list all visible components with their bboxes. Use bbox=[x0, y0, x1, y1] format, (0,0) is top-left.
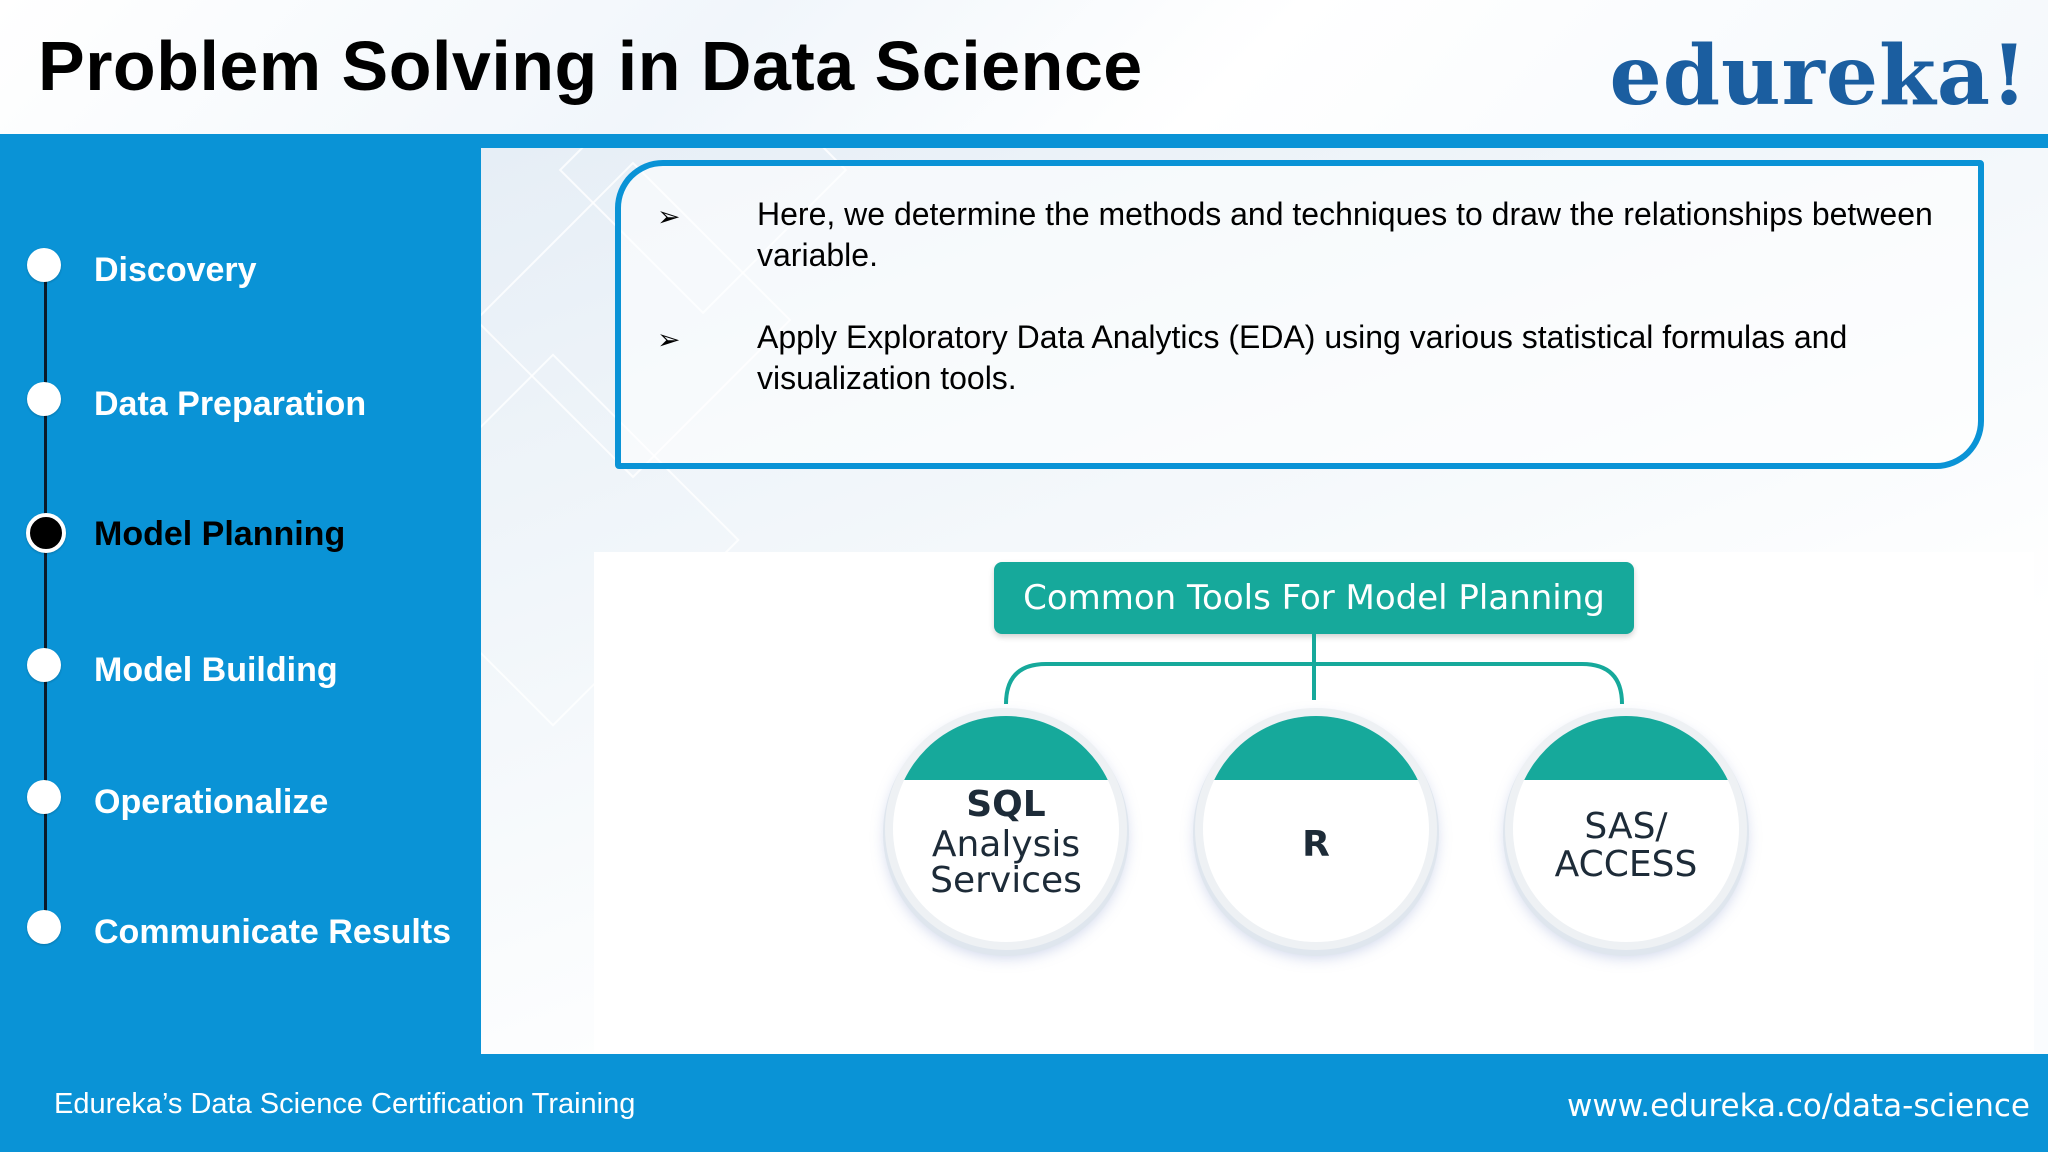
tool-name: SQL bbox=[966, 784, 1046, 825]
timeline-line bbox=[44, 262, 47, 930]
step-communicate-results: Communicate Results bbox=[0, 910, 481, 970]
step-model-planning: Model Planning bbox=[0, 512, 481, 572]
step-dot-icon bbox=[27, 248, 61, 282]
step-model-building: Model Building bbox=[0, 648, 481, 708]
connector-lines bbox=[1004, 634, 1624, 705]
tool-circle-cap bbox=[893, 716, 1119, 780]
description-callout: ➢ Here, we determine the methods and tec… bbox=[615, 160, 1984, 469]
tool-circle-sql-analysis-services: SQL Analysis Services bbox=[893, 716, 1119, 942]
step-dot-icon bbox=[27, 382, 61, 416]
tool-name: R bbox=[1302, 824, 1330, 865]
step-operationalize: Operationalize bbox=[0, 780, 481, 840]
step-label: Discovery bbox=[94, 251, 257, 289]
tool-name: ACCESS bbox=[1554, 844, 1698, 885]
tool-name: Analysis bbox=[931, 824, 1081, 865]
edureka-logo: edureka! bbox=[1609, 28, 2028, 124]
step-label: Model Planning bbox=[94, 515, 346, 553]
bullet-text: Apply Exploratory Data Analytics (EDA) u… bbox=[757, 319, 1848, 396]
step-label: Model Building bbox=[94, 651, 338, 689]
tool-name: SAS/ bbox=[1584, 806, 1668, 847]
tool-circle-cap bbox=[1513, 716, 1739, 780]
step-data-preparation: Data Preparation bbox=[0, 382, 481, 442]
process-sidebar bbox=[0, 148, 481, 1054]
tool-circle-r: R bbox=[1203, 716, 1429, 942]
arrowhead-bullet-icon: ➢ bbox=[657, 200, 681, 233]
slide-header: Problem Solving in Data Science edureka! bbox=[0, 0, 2048, 134]
step-label: Communicate Results bbox=[94, 913, 452, 951]
step-dot-icon bbox=[27, 648, 61, 682]
page-title: Problem Solving in Data Science bbox=[38, 27, 1143, 105]
tools-diagram-title: Common Tools For Model Planning bbox=[994, 562, 1634, 634]
tool-circle-cap bbox=[1203, 716, 1429, 780]
step-discovery: Discovery bbox=[0, 248, 481, 308]
tool-circle-sas-access: SAS/ ACCESS bbox=[1513, 716, 1739, 942]
slide-footer: Edureka’s Data Science Certification Tra… bbox=[0, 1054, 2048, 1152]
step-label: Operationalize bbox=[94, 783, 329, 821]
step-dot-icon bbox=[27, 910, 61, 944]
footer-url: www.edureka.co/data-science bbox=[1567, 1088, 2030, 1124]
step-dot-icon bbox=[27, 780, 61, 814]
active-step-dot-icon bbox=[26, 513, 66, 553]
step-label: Data Preparation bbox=[94, 385, 367, 423]
tool-name: Services bbox=[930, 860, 1082, 901]
bullet-text: Here, we determine the methods and techn… bbox=[757, 196, 1933, 273]
tools-diagram: Common Tools For Model Planning SQL Anal… bbox=[594, 552, 2034, 1052]
header-divider bbox=[0, 134, 2048, 148]
footer-course-title: Edureka’s Data Science Certification Tra… bbox=[54, 1088, 636, 1120]
arrowhead-bullet-icon: ➢ bbox=[657, 323, 681, 356]
